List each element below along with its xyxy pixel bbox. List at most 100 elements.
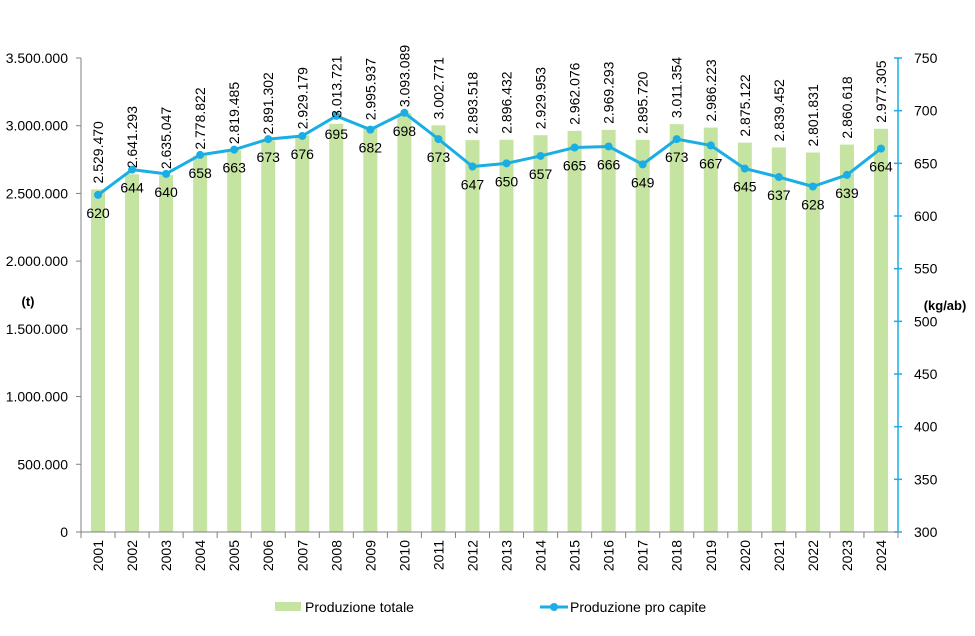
right-axis: 300 350 400 450 500 550 600 650 700 750	[894, 50, 938, 540]
x-axis-tick-label: 2019	[703, 540, 719, 571]
x-axis-tick-label: 2016	[601, 540, 617, 571]
line-value-label: 637	[767, 187, 791, 203]
line-point-2020	[740, 164, 749, 173]
bar-2007	[295, 135, 310, 532]
x-axis-tick-label: 2023	[839, 540, 855, 571]
line-value-label: 658	[188, 165, 212, 181]
bar-2024	[873, 128, 888, 532]
x-axis-tick-label: 2013	[499, 540, 515, 571]
left-axis-tick-label: 0	[60, 524, 68, 540]
left-axis: 0 500.000 1.000.000 1.500.000 2.000.000 2.500…	[6, 50, 82, 540]
legend-label-line: Produzione pro capite	[570, 599, 706, 615]
left-axis-tick-label: 3.000.000	[6, 118, 68, 134]
right-axis-title: (kg/ab)	[924, 298, 967, 313]
line-value-label: 682	[359, 140, 383, 156]
bar-value-label: 2.995.937	[362, 58, 378, 120]
bar-2005	[227, 150, 242, 532]
line-value-label: 639	[835, 185, 859, 201]
line-point-2001	[94, 190, 103, 199]
line-point-2004	[196, 150, 205, 159]
right-axis-tick-label: 750	[914, 50, 938, 66]
x-axis-tick-label: 2004	[192, 540, 208, 571]
left-axis-tick-label: 3.500.000	[6, 50, 68, 66]
line-value-label: 650	[495, 173, 519, 189]
bar-value-label: 2.891.302	[260, 72, 276, 134]
line-value-label: 698	[393, 123, 417, 139]
left-axis-tick-label: 1.000.000	[6, 389, 68, 405]
line-value-label: 647	[461, 176, 485, 192]
line-value-label: 667	[699, 155, 723, 171]
left-axis-tick-label: 500.000	[17, 456, 68, 472]
bar-2010	[397, 113, 412, 533]
bar-2020	[737, 142, 752, 532]
line-value-label: 673	[257, 149, 281, 165]
line-value-label: 657	[529, 166, 553, 182]
line-point-2011	[434, 135, 443, 144]
bar-2001	[91, 189, 106, 532]
line-point-2018	[672, 135, 681, 144]
x-axis-tick-label: 2022	[805, 540, 821, 571]
bar-2017	[635, 139, 650, 532]
bar-value-label: 2.875.122	[737, 74, 753, 136]
right-axis-tick-label: 650	[914, 155, 938, 171]
right-axis-tick-label: 550	[914, 261, 938, 277]
right-axis-tick-label: 400	[914, 419, 938, 435]
line-point-2003	[162, 169, 171, 178]
line-point-2017	[638, 160, 647, 169]
line-value-label: 673	[665, 149, 689, 165]
x-axis-tick-label: 2008	[328, 540, 344, 571]
line-value-label: 649	[631, 174, 655, 190]
bar-value-label: 2.529.470	[90, 121, 106, 183]
line-point-2015	[570, 143, 579, 152]
x-axis-tick-label: 2011	[430, 540, 446, 570]
x-axis-tick-label: 2014	[533, 540, 549, 571]
bar-2018	[669, 124, 684, 532]
bar-labels-group: 2.529.470 2.641.293 2.635.047 2.778.822 2.81…	[90, 45, 889, 184]
bar-2003	[159, 175, 174, 532]
x-axis-tick-label: 2001	[90, 540, 106, 571]
x-axis-tick-label: 2007	[294, 540, 310, 571]
line-value-label: 665	[563, 158, 587, 174]
line-point-2014	[536, 151, 545, 160]
line-point-2002	[128, 165, 137, 174]
bar-value-label: 2.929.953	[533, 67, 549, 129]
bar-2015	[567, 130, 582, 532]
bar-value-label: 2.860.618	[839, 76, 855, 138]
right-axis-tick-label: 350	[914, 471, 938, 487]
right-axis-tick-label: 450	[914, 366, 938, 382]
bar-2022	[805, 152, 820, 532]
per-capita-line	[97, 111, 882, 197]
bar-value-label: 3.093.089	[396, 45, 412, 107]
line-point-2008	[332, 111, 341, 120]
bar-value-label: 2.778.822	[192, 87, 208, 149]
bar-2019	[703, 127, 718, 533]
legend-item-line: Produzione pro capite	[540, 599, 706, 615]
line-value-label: 620	[86, 205, 110, 221]
bar-value-label: 2.962.076	[567, 62, 583, 124]
line-point-2009	[366, 125, 375, 134]
x-axis: 2001 2002 2003 2004 2005 2006 2007 2008 2009 2010…	[76, 531, 899, 571]
left-axis-tick-label: 2.000.000	[6, 253, 68, 269]
x-axis-tick-label: 2017	[635, 540, 651, 571]
left-axis-title: (t)	[22, 294, 35, 309]
x-axis-tick-label: 2006	[260, 540, 276, 571]
line-value-label: 676	[291, 146, 315, 162]
bar-2002	[125, 174, 140, 532]
line-point-2016	[604, 142, 613, 151]
right-axis-tick-label: 300	[914, 524, 938, 540]
line-point-2012	[468, 162, 477, 171]
line-point-2021	[774, 173, 783, 182]
line-point-2023	[842, 170, 851, 179]
x-axis-tick-label: 2012	[464, 540, 480, 571]
right-axis-tick-label: 700	[914, 103, 938, 119]
line-point-2024	[876, 144, 885, 153]
line-value-label: 663	[223, 160, 247, 176]
line-value-label: 664	[869, 159, 893, 175]
bar-value-label: 2.819.485	[226, 82, 242, 144]
line-labels-group: 620 644 640 658 663 673 676 695 682 698 673 647 650 6…	[86, 123, 893, 221]
bar-value-label: 2.641.293	[124, 106, 140, 168]
line-value-label: 695	[325, 126, 349, 142]
x-axis-tick-label: 2003	[158, 540, 174, 571]
line-value-label: 645	[733, 179, 757, 195]
line-point-2019	[706, 141, 715, 150]
